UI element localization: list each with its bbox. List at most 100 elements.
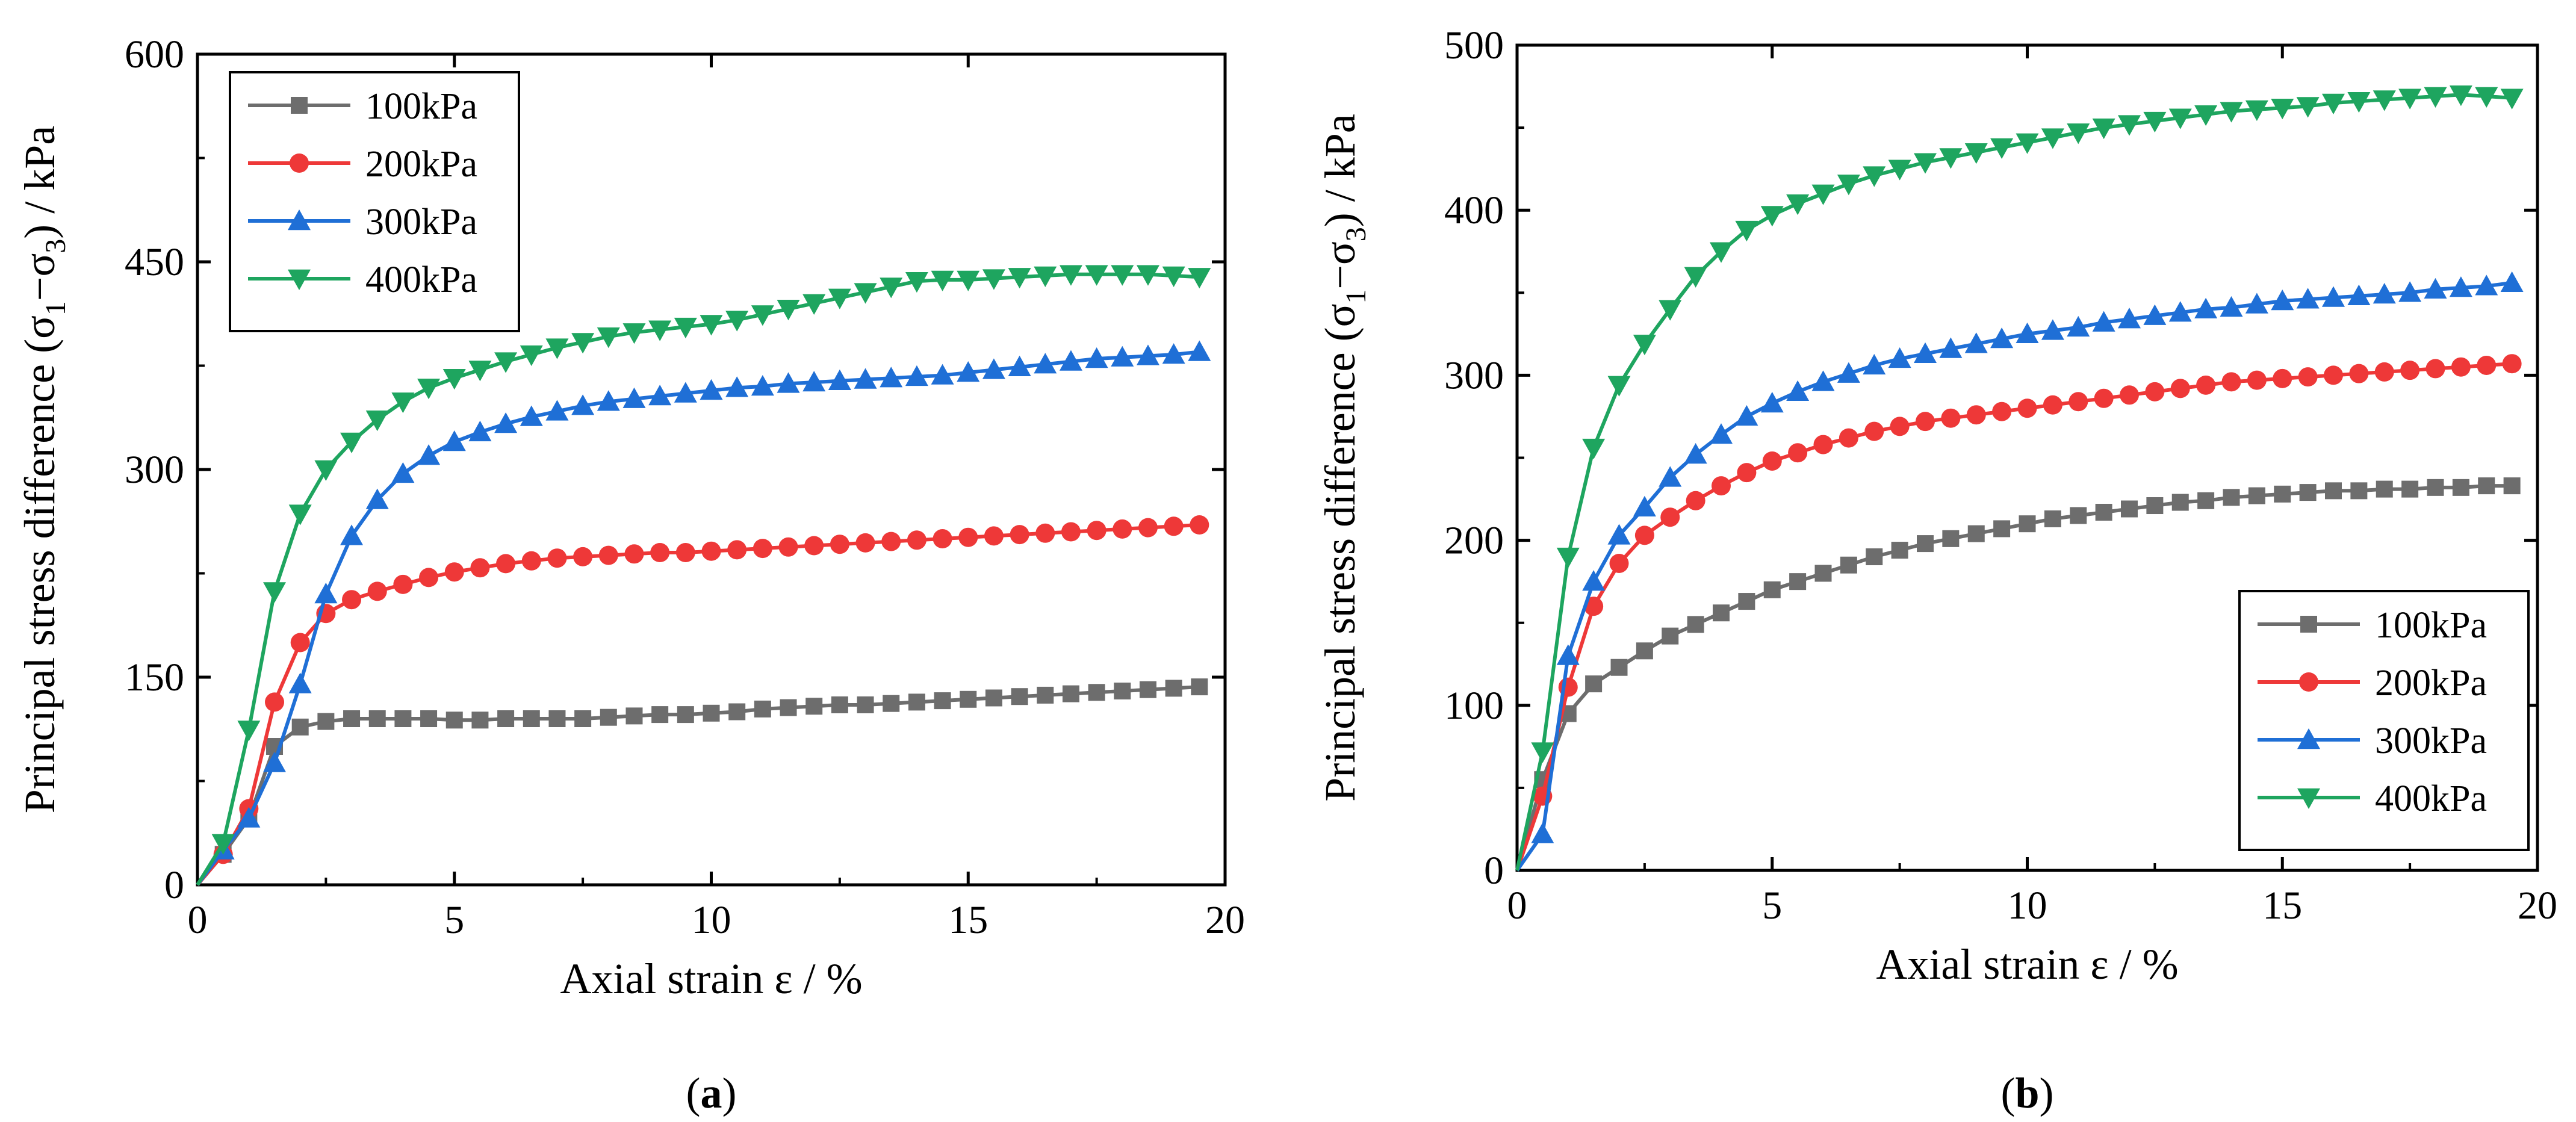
data-point-200kPa — [265, 692, 285, 712]
data-point-200kPa — [650, 543, 670, 562]
y-axis-label: Principal stress difference (σ1−σ3) / kP… — [1316, 114, 1372, 802]
data-point-200kPa — [2298, 367, 2318, 387]
data-point-400kPa — [1837, 175, 1860, 196]
x-tick-label: 15 — [2262, 884, 2302, 928]
data-point-100kPa — [600, 708, 617, 726]
data-point-300kPa — [982, 358, 1005, 379]
legend-box — [229, 71, 520, 332]
data-point-200kPa — [1762, 451, 1782, 471]
data-point-200kPa — [521, 551, 541, 571]
data-point-300kPa — [2168, 301, 2192, 322]
data-point-100kPa — [1687, 616, 1704, 633]
data-point-200kPa — [958, 527, 978, 547]
data-point-200kPa — [290, 633, 310, 652]
data-point-100kPa — [1662, 627, 1679, 645]
data-point-200kPa — [830, 535, 849, 554]
data-point-300kPa — [545, 400, 569, 421]
data-point-400kPa — [1085, 265, 1108, 286]
data-point-200kPa — [496, 554, 516, 574]
data-point-100kPa — [857, 696, 874, 713]
data-point-400kPa — [1059, 265, 1082, 286]
data-point-200kPa — [2120, 385, 2139, 405]
data-point-200kPa — [1061, 522, 1081, 542]
data-point-100kPa — [1866, 548, 1883, 566]
data-point-400kPa — [2500, 88, 2524, 110]
series-400kPa — [1515, 85, 2524, 871]
data-point-100kPa — [1037, 686, 1054, 704]
x-tick-label: 10 — [2008, 884, 2047, 928]
data-point-400kPa — [288, 504, 312, 525]
data-point-200kPa — [1609, 553, 1629, 573]
data-point-400kPa — [1990, 138, 2014, 160]
data-point-300kPa — [1710, 423, 1733, 444]
chart-panel-a: 0 5 10 15 20 0 150 300 450 600 Axial strain ε / % P… — [16, 33, 1245, 1117]
data-point-200kPa — [1712, 476, 1731, 496]
data-point-400kPa — [263, 582, 287, 603]
legend-box — [2238, 590, 2530, 851]
data-point-300kPa — [314, 583, 338, 604]
series-line-300kPa — [1515, 280, 2512, 872]
data-point-400kPa — [2168, 108, 2192, 129]
data-point-200kPa — [2017, 398, 2037, 418]
data-point-100kPa — [343, 710, 361, 727]
data-point-300kPa — [1085, 347, 1108, 368]
panel-label-part: ) — [2040, 1069, 2054, 1117]
data-point-400kPa — [365, 411, 389, 432]
data-point-300kPa — [237, 807, 261, 828]
data-point-400kPa — [1162, 266, 1185, 287]
data-point-100kPa — [780, 699, 797, 716]
data-point-400kPa — [828, 288, 851, 309]
y-axis-label-subscript: 1 — [40, 301, 72, 315]
data-point-200kPa — [1138, 518, 1158, 538]
data-point-300kPa — [1059, 350, 1082, 371]
data-point-400kPa — [2041, 128, 2064, 149]
data-point-100kPa — [2223, 489, 2240, 506]
data-point-300kPa — [1188, 340, 1211, 361]
data-point-400kPa — [854, 283, 877, 304]
x-tick-label: 0 — [1507, 884, 1527, 928]
data-point-200kPa — [1788, 443, 1808, 463]
data-point-300kPa — [1863, 353, 1886, 375]
data-point-100kPa — [2070, 507, 2087, 524]
data-point-300kPa — [1111, 346, 1134, 367]
data-point-400kPa — [982, 269, 1005, 290]
data-point-200kPa — [1190, 515, 1209, 535]
data-point-400kPa — [494, 352, 518, 373]
data-point-400kPa — [2143, 111, 2167, 133]
data-point-100kPa — [1967, 525, 1985, 542]
data-point-100kPa — [1814, 565, 1832, 582]
data-point-400kPa — [1914, 153, 1937, 174]
data-point-200kPa — [2324, 365, 2343, 385]
x-tick-label: 5 — [1762, 884, 1782, 928]
series-line-100kPa — [196, 685, 1200, 886]
legend-marker-300kPa — [2297, 728, 2320, 749]
data-point-400kPa — [751, 305, 774, 326]
data-point-300kPa — [2245, 293, 2268, 314]
data-point-300kPa — [725, 376, 749, 397]
x-axis-label: Axial strain ε / % — [560, 955, 862, 1003]
series-100kPa — [1515, 477, 2521, 871]
y-tick-label: 100 — [1444, 684, 1504, 728]
data-point-200kPa — [881, 532, 901, 551]
y-axis-label-subscript: 3 — [1340, 227, 1372, 241]
data-point-200kPa — [2043, 395, 2062, 415]
data-point-300kPa — [571, 394, 595, 415]
y-tick-label: 450 — [125, 240, 184, 284]
data-point-300kPa — [1914, 342, 1937, 363]
data-point-400kPa — [1111, 265, 1134, 286]
data-point-100kPa — [497, 710, 515, 727]
data-point-100kPa — [651, 706, 669, 724]
data-point-300kPa — [1136, 344, 1159, 365]
data-point-100kPa — [625, 707, 643, 725]
data-point-400kPa — [880, 277, 903, 299]
data-point-400kPa — [2271, 98, 2294, 120]
data-point-200kPa — [2273, 368, 2292, 388]
y-tick-label: 300 — [1444, 353, 1504, 397]
data-point-400kPa — [2118, 115, 2141, 136]
data-point-400kPa — [211, 834, 235, 855]
data-point-200kPa — [2069, 392, 2088, 412]
data-point-400kPa — [1735, 220, 1758, 242]
data-point-100kPa — [471, 711, 489, 729]
data-point-400kPa — [1811, 184, 1835, 205]
x-tick-label: 20 — [1205, 898, 1245, 942]
